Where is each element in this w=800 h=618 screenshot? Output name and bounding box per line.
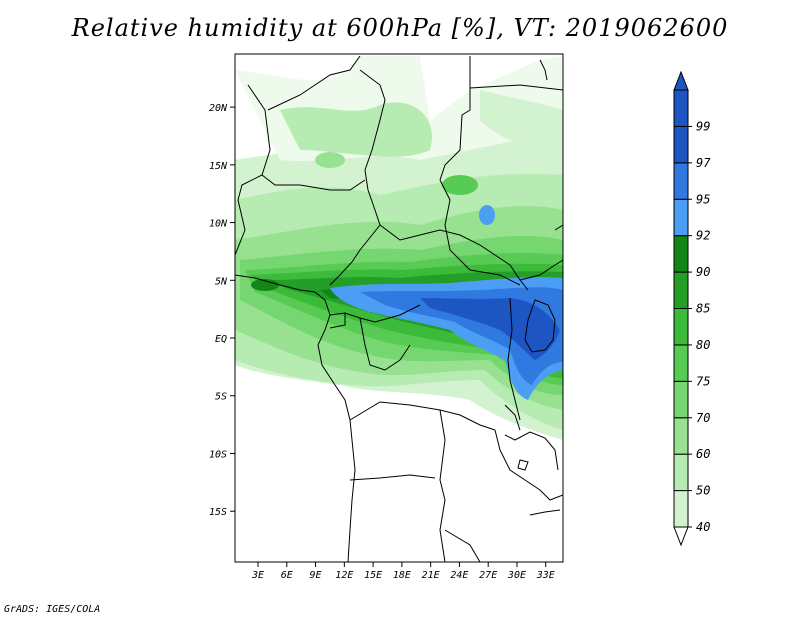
colorbar-label: 85 — [696, 302, 710, 316]
longitude-axis: 3E 6E 9E 12E 15E 18E 21E 24E 27E 30E 33E — [251, 562, 555, 581]
colorbar-segment — [673, 162, 689, 200]
country-borders — [235, 55, 563, 562]
colorbar-label: 75 — [696, 374, 710, 388]
lat-tick-label: 10S — [209, 449, 227, 460]
lat-tick-label: 5N — [215, 276, 228, 287]
lon-tick-label: 6E — [281, 570, 293, 581]
lon-tick-label: 21E — [422, 570, 440, 581]
colorbar-label: 95 — [696, 192, 710, 206]
lon-tick-label: 33E — [536, 570, 555, 581]
lon-tick-label: 30E — [507, 570, 526, 581]
lat-tick-label: EQ — [215, 334, 227, 345]
lat-tick-label: 15N — [209, 161, 228, 172]
colorbar-label: 99 — [696, 119, 710, 133]
colorbar-label: 60 — [696, 447, 710, 461]
lon-tick-label: 3E — [251, 570, 264, 581]
lon-tick-label: 24E — [450, 570, 468, 581]
colorbar-segment — [673, 125, 689, 164]
colorbar-segment — [673, 453, 689, 492]
colorbar-segment — [673, 417, 689, 455]
colorbar-lower-arrow — [673, 526, 689, 547]
lat-tick-label: 15S — [209, 507, 227, 518]
colorbar-segment — [673, 235, 689, 273]
colorbar-label: 80 — [696, 338, 710, 352]
lon-tick-label: 9E — [310, 570, 322, 581]
latitude-axis: 20N 15N 10N 5N EQ 5S 10S 15S — [209, 103, 235, 518]
colorbar-segment — [673, 89, 689, 127]
lon-tick-label: 27E — [479, 570, 497, 581]
colorbar-label: 90 — [696, 265, 710, 279]
colorbar-label: 70 — [696, 411, 710, 425]
lat-tick-label: 20N — [209, 103, 228, 114]
colorbar-segment — [673, 271, 689, 310]
grads-credit: GrADS: IGES/COLA — [4, 604, 101, 615]
colorbar-segment — [673, 308, 689, 346]
lat-tick-label: 5S — [215, 392, 227, 403]
map-title: Relative humidity at 600hPa [%], VT: 201… — [71, 14, 729, 42]
colorbar-label: 40 — [696, 520, 710, 534]
lon-tick-label: 15E — [364, 570, 382, 581]
lon-tick-label: 12E — [335, 570, 353, 581]
colorbar-segment — [673, 344, 689, 382]
lat-tick-label: 10N — [209, 219, 228, 230]
colorbar-segment — [673, 198, 689, 237]
colorbar-label: 97 — [696, 156, 711, 170]
colorbar-segment — [673, 490, 689, 528]
humidity-field — [235, 54, 563, 562]
colorbar-upper-arrow — [673, 70, 689, 91]
colorbar-label: 50 — [696, 484, 710, 498]
plot-frame — [234, 53, 564, 563]
colorbar-label: 92 — [696, 229, 710, 243]
lon-tick-label: 18E — [393, 570, 411, 581]
colorbar: 40 50 60 70 75 80 85 90 92 95 97 99 — [673, 70, 711, 547]
colorbar-segment — [673, 380, 689, 419]
